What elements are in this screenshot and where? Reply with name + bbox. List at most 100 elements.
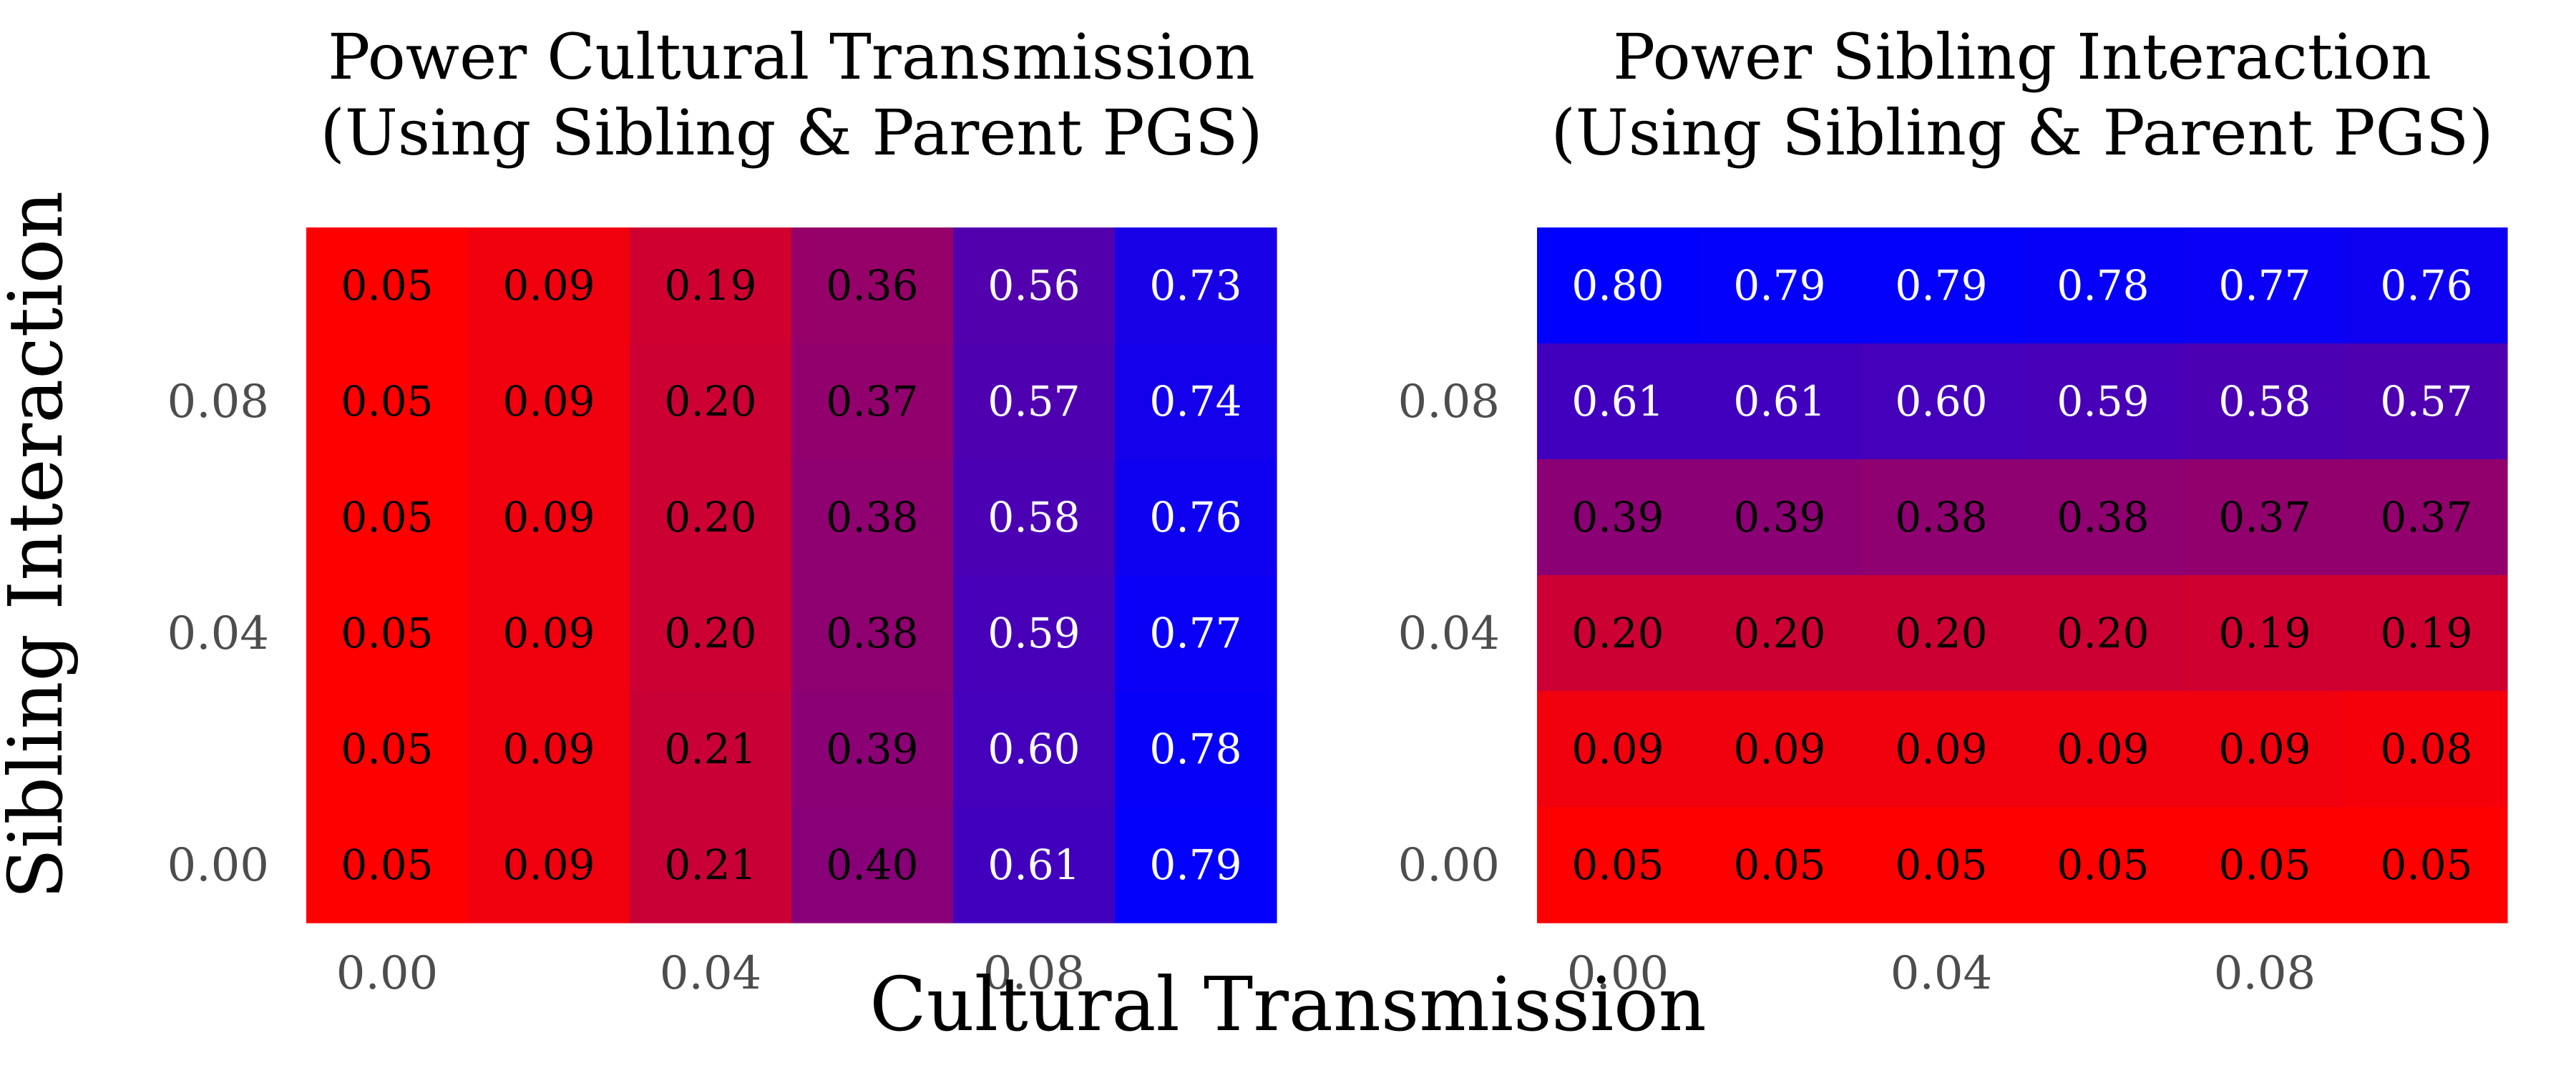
heatmap-cell [2346, 227, 2508, 344]
cell-value-label: 0.77 [1149, 609, 1241, 657]
heatmap-cell [791, 459, 954, 576]
heatmap-cell [1860, 459, 2023, 576]
heatmap-panel-sibling-interaction: Power Sibling Interaction(Using Sibling … [1398, 20, 2508, 1000]
cell-value-label: 0.05 [341, 609, 433, 657]
x-tick-label: 0.08 [983, 947, 1085, 1000]
heatmap-cell [791, 691, 954, 808]
heatmap-cell [2346, 343, 2508, 460]
heatmap-cell [791, 227, 954, 344]
chart-title-line-2: (Using Sibling & Parent PGS) [320, 96, 1262, 170]
heatmap-cell [1115, 343, 1277, 460]
cell-value-label: 0.05 [341, 261, 433, 310]
cell-value-label: 0.05 [1571, 841, 1664, 889]
heatmap-cell [2346, 807, 2508, 923]
heatmap-cell [1699, 227, 1861, 344]
heatmap-cell [468, 459, 630, 576]
cell-value-label: 0.20 [1733, 609, 1825, 657]
heatmap-cell [2346, 691, 2508, 808]
heatmap-cell [306, 807, 469, 923]
cell-value-label: 0.76 [2380, 261, 2472, 310]
heatmap-cell [791, 807, 954, 923]
cell-value-label: 0.57 [987, 377, 1080, 426]
cell-value-label: 0.09 [502, 261, 595, 310]
cell-value-label: 0.21 [664, 725, 756, 773]
heatmap-cell [1537, 343, 1699, 460]
cell-value-label: 0.09 [502, 609, 595, 657]
heatmap-cell [2184, 807, 2346, 923]
heatmap-cell [2184, 459, 2346, 576]
heatmap-cell [953, 575, 1116, 692]
cell-value-label: 0.09 [502, 493, 595, 542]
y-tick-label: 0.04 [1398, 607, 1501, 660]
cell-value-label: 0.20 [664, 493, 756, 542]
cell-value-label: 0.37 [2218, 493, 2311, 542]
heatmap-cell [2184, 691, 2346, 808]
heatmap-cell [2022, 807, 2185, 923]
y-tick-label: 0.00 [167, 839, 270, 892]
cell-value-label: 0.09 [1733, 725, 1825, 773]
heatmap-cell [1115, 227, 1277, 344]
cell-value-label: 0.05 [1733, 841, 1825, 889]
cell-value-label: 0.79 [1733, 261, 1825, 310]
cell-value-label: 0.37 [826, 377, 918, 426]
cell-value-label: 0.20 [664, 609, 756, 657]
y-tick-label: 0.08 [1398, 376, 1501, 428]
heatmap-cell [1537, 575, 1699, 692]
heatmap-cell [791, 575, 954, 692]
cell-value-label: 0.09 [502, 841, 595, 889]
cell-value-label: 0.05 [2057, 841, 2149, 889]
y-tick-label: 0.00 [1398, 839, 1501, 892]
heatmap-cell [953, 807, 1116, 923]
heatmap-cell [630, 807, 792, 923]
cell-value-label: 0.09 [502, 377, 595, 426]
heatmap-cell [1699, 691, 1861, 808]
cell-value-label: 0.19 [664, 261, 756, 310]
y-tick-label: 0.08 [167, 376, 270, 428]
cell-value-label: 0.05 [1895, 841, 1987, 889]
heatmap-cell [2346, 575, 2508, 692]
cell-value-label: 0.20 [664, 377, 756, 426]
cell-value-label: 0.38 [826, 609, 918, 657]
heatmap-cell [1860, 343, 2023, 460]
x-axis-title: Cultural Transmission [869, 961, 1707, 1048]
heatmap-cell [1537, 459, 1699, 576]
cell-value-label: 0.57 [2380, 377, 2472, 426]
heatmap-cell [306, 227, 469, 344]
cell-value-label: 0.05 [2380, 841, 2472, 889]
cell-value-label: 0.58 [2218, 377, 2311, 426]
heatmap-cell [1115, 691, 1277, 808]
cell-value-label: 0.61 [1733, 377, 1825, 426]
x-tick-label: 0.00 [336, 947, 439, 1000]
heatmap-cell [953, 459, 1116, 576]
cell-value-label: 0.09 [1895, 725, 1987, 773]
chart-title-line-1: Power Sibling Interaction [1613, 20, 2431, 94]
cell-value-label: 0.78 [2057, 261, 2149, 310]
heatmap-cell [1537, 227, 1699, 344]
heatmap-cell [468, 343, 630, 460]
cell-value-label: 0.20 [1895, 609, 1987, 657]
cell-value-label: 0.39 [1733, 493, 1825, 542]
heatmap-cell [2022, 575, 2185, 692]
heatmap-cell [953, 691, 1116, 808]
heatmap-cell [1537, 807, 1699, 923]
cell-value-label: 0.79 [1895, 261, 1987, 310]
x-tick-label: 0.08 [2214, 947, 2316, 1000]
heatmap-cell [2184, 343, 2346, 460]
cell-value-label: 0.79 [1149, 841, 1241, 889]
heatmap-cell [630, 343, 792, 460]
cell-value-label: 0.05 [341, 841, 433, 889]
heatmap-cell [2184, 575, 2346, 692]
cell-value-label: 0.40 [826, 841, 918, 889]
heatmap-cell [306, 575, 469, 692]
x-tick-label: 0.04 [660, 947, 762, 1000]
cell-value-label: 0.61 [987, 841, 1080, 889]
heatmap-cell [2022, 343, 2185, 460]
cell-value-label: 0.60 [1895, 377, 1987, 426]
cell-value-label: 0.19 [2218, 609, 2311, 657]
cell-value-label: 0.37 [2380, 493, 2472, 542]
cell-value-label: 0.20 [1571, 609, 1664, 657]
cell-value-label: 0.38 [1895, 493, 1987, 542]
heatmap-cell [1699, 807, 1861, 923]
heatmap-cell [1115, 459, 1277, 576]
heatmap-cell [2184, 227, 2346, 344]
